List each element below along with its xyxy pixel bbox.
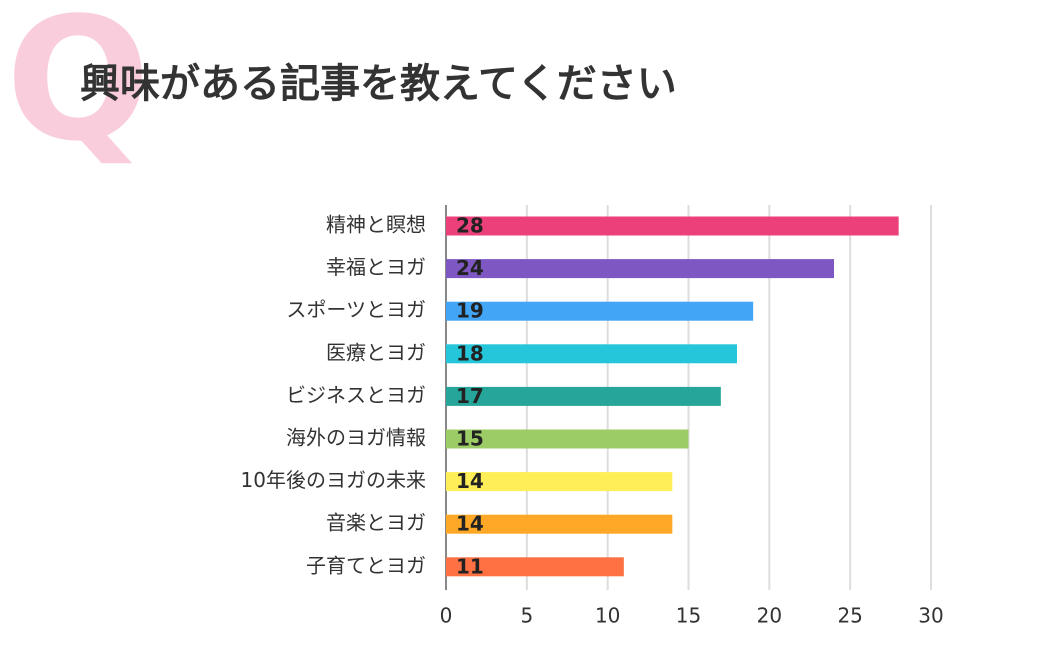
chart-title: 興味がある記事を教えてください	[80, 61, 677, 107]
y-tick-label: 幸福とヨガ	[326, 255, 426, 279]
value-label: 28	[456, 214, 484, 238]
x-tick-label: 20	[757, 604, 782, 628]
x-tick-label: 15	[676, 604, 701, 628]
bar	[446, 472, 673, 492]
x-tick-label: 5	[520, 604, 533, 628]
y-tick-label: ビジネスとヨガ	[286, 383, 426, 407]
bar	[446, 386, 721, 406]
y-tick-label: 音楽とヨガ	[326, 511, 426, 535]
x-tick-label: 10	[595, 604, 620, 628]
bar	[446, 301, 754, 321]
y-tick-label: 子育てとヨガ	[306, 553, 426, 577]
value-label: 19	[456, 299, 484, 323]
bar	[446, 429, 689, 449]
y-tick-label: 医療とヨガ	[326, 340, 426, 364]
value-label: 15	[456, 427, 484, 451]
bar	[446, 344, 737, 364]
x-tick-label: 0	[440, 604, 453, 628]
value-label: 11	[456, 554, 484, 578]
y-tick-label: スポーツとヨガ	[286, 298, 426, 322]
y-tick-label: 10年後のヨガの未来	[241, 468, 426, 492]
y-tick-label: 海外のヨガ情報	[286, 426, 426, 450]
y-tick-label: 精神と瞑想	[326, 213, 426, 237]
value-label: 14	[456, 512, 484, 536]
bar	[446, 557, 624, 577]
value-label: 17	[456, 384, 484, 408]
bar	[446, 514, 673, 534]
value-label: 24	[456, 256, 484, 280]
value-label: 14	[456, 469, 484, 493]
value-label: 18	[456, 341, 484, 365]
bar	[446, 259, 834, 279]
badge: Q	[6, 0, 151, 179]
bar	[446, 216, 899, 236]
x-tick-label: 30	[918, 604, 943, 628]
x-tick-label: 25	[837, 604, 862, 628]
